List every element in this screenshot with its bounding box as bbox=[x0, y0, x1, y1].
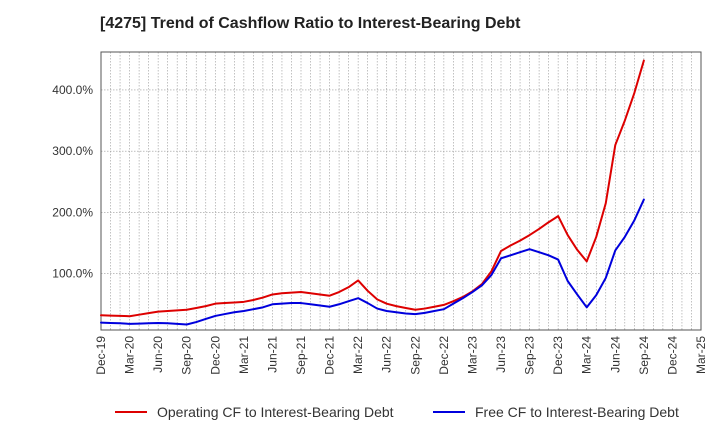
axis-labels: 100.0% 200.0% 300.0% 400.0% Dec-19 Mar-20 Jun-… bbox=[52, 83, 708, 375]
x-tick-label: Dec-19 bbox=[94, 336, 108, 375]
series-group bbox=[100, 59, 645, 326]
legend-swatch-red bbox=[115, 411, 147, 413]
legend-item-free-cf: Free CF to Interest-Bearing Debt bbox=[433, 404, 679, 420]
y-tick-label: 200.0% bbox=[52, 205, 93, 219]
chart-title: [4275] Trend of Cashflow Ratio to Intere… bbox=[100, 15, 521, 32]
legend-item-operating-cf: Operating CF to Interest-Bearing Debt bbox=[115, 404, 394, 420]
x-tick-label: Sep-22 bbox=[408, 336, 422, 375]
x-tick-label: Mar-25 bbox=[694, 336, 708, 374]
x-tick-label: Jun-24 bbox=[608, 336, 622, 373]
x-tick-label: Mar-20 bbox=[123, 336, 137, 374]
series-line-operating-cf bbox=[100, 59, 645, 318]
x-tick-label: Mar-22 bbox=[351, 336, 365, 374]
y-tick-label: 300.0% bbox=[52, 144, 93, 158]
x-tick-label: Jun-22 bbox=[380, 336, 394, 373]
x-tick-label: Dec-20 bbox=[208, 336, 222, 375]
legend-swatch-blue bbox=[433, 411, 465, 413]
x-tick-label: Sep-23 bbox=[523, 336, 537, 375]
x-tick-label: Dec-23 bbox=[551, 336, 565, 375]
x-tick-label: Mar-23 bbox=[465, 336, 479, 374]
x-tick-label: Sep-24 bbox=[637, 336, 651, 375]
series-line-free-cf bbox=[100, 198, 645, 326]
x-tick-label: Sep-20 bbox=[180, 336, 194, 375]
x-tick-label: Dec-24 bbox=[665, 336, 679, 375]
x-tick-label: Jun-21 bbox=[265, 336, 279, 373]
x-tick-label: Jun-20 bbox=[151, 336, 165, 373]
x-tick-label: Jun-23 bbox=[494, 336, 508, 373]
legend-label: Operating CF to Interest-Bearing Debt bbox=[157, 404, 394, 420]
y-tick-label: 100.0% bbox=[52, 267, 93, 281]
legend-label: Free CF to Interest-Bearing Debt bbox=[475, 404, 679, 420]
x-tick-label: Mar-21 bbox=[237, 336, 251, 374]
legend: Operating CF to Interest-Bearing Debt Fr… bbox=[0, 404, 720, 426]
x-tick-label: Dec-22 bbox=[437, 336, 451, 375]
x-tick-label: Dec-21 bbox=[323, 336, 337, 375]
y-tick-label: 400.0% bbox=[52, 83, 93, 97]
x-tick-label: Mar-24 bbox=[580, 336, 594, 374]
gridlines bbox=[101, 52, 701, 330]
x-tick-label: Sep-21 bbox=[294, 336, 308, 375]
plot-area-frame bbox=[100, 51, 702, 331]
